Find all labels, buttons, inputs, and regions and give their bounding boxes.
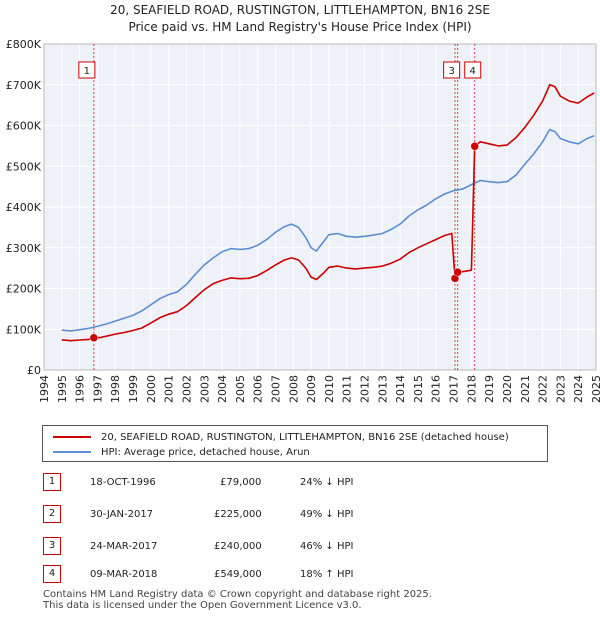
chart-badge-box xyxy=(443,61,461,79)
hpi-series-line xyxy=(61,128,595,332)
x-tick-label: 2023 xyxy=(554,375,567,403)
x-tick-label: 2020 xyxy=(501,375,514,403)
x-tick-label: 2025 xyxy=(590,375,600,403)
footer-line-licence: This data is licensed under the Open Gov… xyxy=(43,600,362,611)
x-tick-label: 2001 xyxy=(163,375,176,403)
chart-badge-4: 4 xyxy=(464,61,482,79)
x-tick-label: 2008 xyxy=(287,375,300,403)
chart-badge-label: 3 xyxy=(448,66,454,77)
transaction-price: £240,000 xyxy=(214,541,262,552)
x-tick-label: 2017 xyxy=(448,375,461,403)
x-tick-label: 2005 xyxy=(234,375,247,403)
x-tick-label: 1995 xyxy=(56,375,69,403)
x-tick-label: 2006 xyxy=(252,375,265,403)
x-tick-label: 2014 xyxy=(394,375,407,403)
x-tick-label: 2000 xyxy=(145,375,158,403)
legend-label-property: 20, SEAFIELD ROAD, RUSTINGTON, LITTLEHAM… xyxy=(101,431,509,443)
y-tick-label: £800K xyxy=(6,38,42,51)
x-tick-label: 2012 xyxy=(359,375,372,403)
transaction-date: 24-MAR-2017 xyxy=(90,541,158,552)
legend-item-property: 20, SEAFIELD ROAD, RUSTINGTON, LITTLEHAM… xyxy=(53,430,509,444)
transaction-delta: 49% ↓ HPI xyxy=(300,509,354,520)
transaction-date: 30-JAN-2017 xyxy=(90,509,154,520)
transaction-point xyxy=(453,267,462,277)
x-tick-label: 2022 xyxy=(537,375,550,403)
transaction-price: £225,000 xyxy=(214,509,262,520)
transaction-badge: 3 xyxy=(43,537,61,555)
plot-border xyxy=(43,43,597,371)
chart-title: 20, SEAFIELD ROAD, RUSTINGTON, LITTLEHAM… xyxy=(110,3,490,17)
chart-badge-label: 1 xyxy=(84,66,90,77)
transaction-delta: 24% ↓ HPI xyxy=(300,477,354,488)
transaction-delta: 46% ↓ HPI xyxy=(300,541,354,552)
x-tick-label: 2004 xyxy=(216,375,229,403)
y-tick-label: £400K xyxy=(6,201,42,214)
chart-badge-box xyxy=(78,61,96,79)
x-tick-label: 1997 xyxy=(91,375,104,403)
x-tick-label: 2018 xyxy=(465,375,478,403)
chart-badge-1: 1 xyxy=(78,61,96,79)
x-tick-label: 2003 xyxy=(198,375,211,403)
y-tick-label: £500K xyxy=(6,160,42,173)
x-tick-label: 2007 xyxy=(269,375,282,403)
x-tick-label: 1998 xyxy=(109,375,122,403)
transaction-price: £549,000 xyxy=(214,569,262,580)
footer-line-copyright: Contains HM Land Registry data © Crown c… xyxy=(43,589,432,600)
transaction-price: £79,000 xyxy=(220,477,262,488)
transaction-point xyxy=(470,142,479,151)
x-tick-label: 2009 xyxy=(305,375,318,403)
transaction-point xyxy=(89,333,99,343)
x-tick-label: 2015 xyxy=(412,375,425,403)
legend-label-hpi: HPI: Average price, detached house, Arun xyxy=(101,446,310,458)
footer: Contains HM Land Registry data © Crown c… xyxy=(43,589,432,611)
x-tick-label: 2011 xyxy=(341,375,354,403)
transaction-badge: 2 xyxy=(43,505,61,523)
x-tick-label: 1999 xyxy=(127,375,140,403)
x-tick-label: 1994 xyxy=(38,375,51,403)
transaction-date: 09-MAR-2018 xyxy=(90,569,158,580)
transaction-date: 18-OCT-1996 xyxy=(90,477,156,488)
chart-badge-label: 4 xyxy=(470,66,476,77)
y-tick-label: £600K xyxy=(6,120,42,133)
legend-swatch-property xyxy=(53,436,91,438)
chart-badge-3: 3 xyxy=(443,61,461,79)
x-tick-label: 1996 xyxy=(74,375,87,403)
x-tick-label: 2021 xyxy=(519,375,532,403)
y-tick-label: £300K xyxy=(6,242,42,255)
x-tick-label: 2019 xyxy=(483,375,496,403)
y-tick-label: £200K xyxy=(6,283,42,296)
property-series-line xyxy=(61,84,595,342)
legend-item-hpi: HPI: Average price, detached house, Arun xyxy=(53,445,310,459)
y-tick-label: £700K xyxy=(6,79,42,92)
y-tick-label: £0 xyxy=(27,364,41,377)
legend-swatch-hpi xyxy=(53,451,91,453)
x-tick-label: 2013 xyxy=(376,375,389,403)
x-tick-label: 2024 xyxy=(572,375,585,403)
chart-subtitle: Price paid vs. HM Land Registry's House … xyxy=(128,20,472,34)
x-tick-label: 2002 xyxy=(180,375,193,403)
chart-badge-box xyxy=(464,61,482,79)
transaction-badge: 4 xyxy=(43,565,61,583)
transaction-badge: 1 xyxy=(43,473,61,491)
y-tick-label: £100K xyxy=(6,323,42,336)
chart-legend: 20, SEAFIELD ROAD, RUSTINGTON, LITTLEHAM… xyxy=(42,425,548,462)
x-tick-label: 2010 xyxy=(323,375,336,403)
transaction-delta: 18% ↑ HPI xyxy=(300,569,354,580)
x-tick-label: 2016 xyxy=(430,375,443,403)
price-chart: £0 £100K £200K £300K £400K £500K £600K £700K £80… xyxy=(6,38,600,403)
